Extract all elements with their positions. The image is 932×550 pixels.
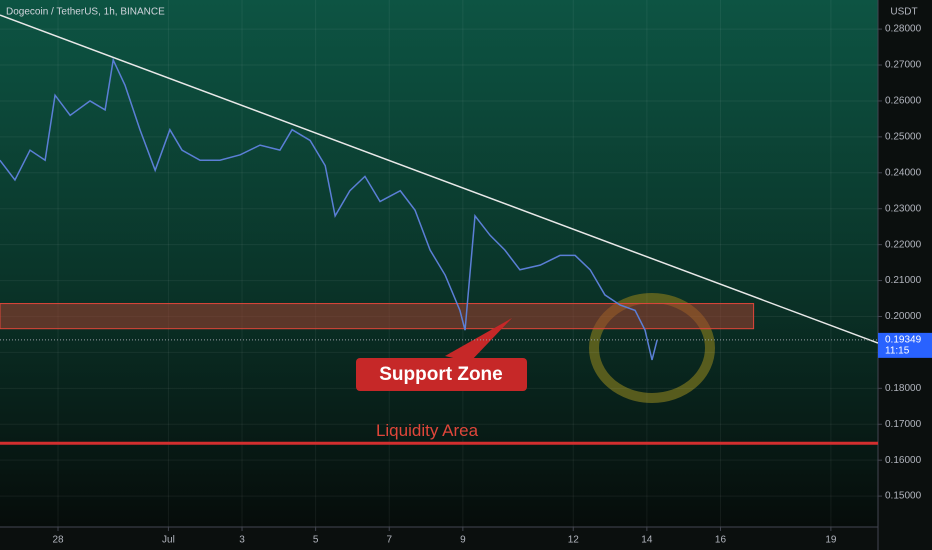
y-tick-label: 0.23000: [885, 203, 922, 214]
x-tick-label: Jul: [162, 535, 175, 546]
y-tick-label: 0.17000: [885, 419, 922, 430]
axis-unit: USDT: [890, 7, 917, 18]
y-tick-label: 0.15000: [885, 491, 922, 502]
callout-box: [356, 358, 527, 391]
y-tick-label: 0.16000: [885, 455, 922, 466]
x-tick-label: 12: [568, 535, 580, 546]
x-tick-label: 7: [386, 535, 392, 546]
price-line: [0, 57, 658, 361]
x-tick-label: 9: [460, 535, 466, 546]
y-tick-label: 0.18000: [885, 383, 922, 394]
x-tick-label: 28: [52, 535, 64, 546]
support-label: Support Zone: [379, 364, 502, 385]
x-tick-label: 19: [825, 535, 837, 546]
time-axis: [0, 527, 878, 550]
support-zone: [0, 303, 755, 330]
x-tick-label: 14: [641, 535, 653, 546]
y-tick-label: 0.20000: [885, 311, 922, 322]
y-tick-label: 0.25000: [885, 132, 922, 143]
x-tick-label: 3: [239, 535, 245, 546]
y-tick-label: 0.28000: [885, 24, 922, 35]
price-axis: [878, 0, 932, 550]
x-tick-label: 5: [313, 535, 319, 546]
liquidity-label: Liquidity Area: [376, 421, 479, 440]
y-tick-label: 0.26000: [885, 96, 922, 107]
y-tick-label: 0.27000: [885, 60, 922, 71]
chart-title: Dogecoin / TetherUS, 1h, BINANCE: [6, 7, 165, 18]
y-tick-label: 0.21000: [885, 275, 922, 286]
y-tick-label: 0.22000: [885, 239, 922, 250]
trendline: [0, 14, 879, 344]
callout-pointer: [445, 318, 512, 362]
countdown-label: 11:15: [885, 346, 910, 357]
last-price-label: 0.19349: [885, 335, 922, 346]
x-tick-label: 16: [715, 535, 727, 546]
y-tick-label: 0.24000: [885, 167, 922, 178]
last-price-box: [878, 332, 932, 358]
highlight-circle: [589, 293, 715, 403]
